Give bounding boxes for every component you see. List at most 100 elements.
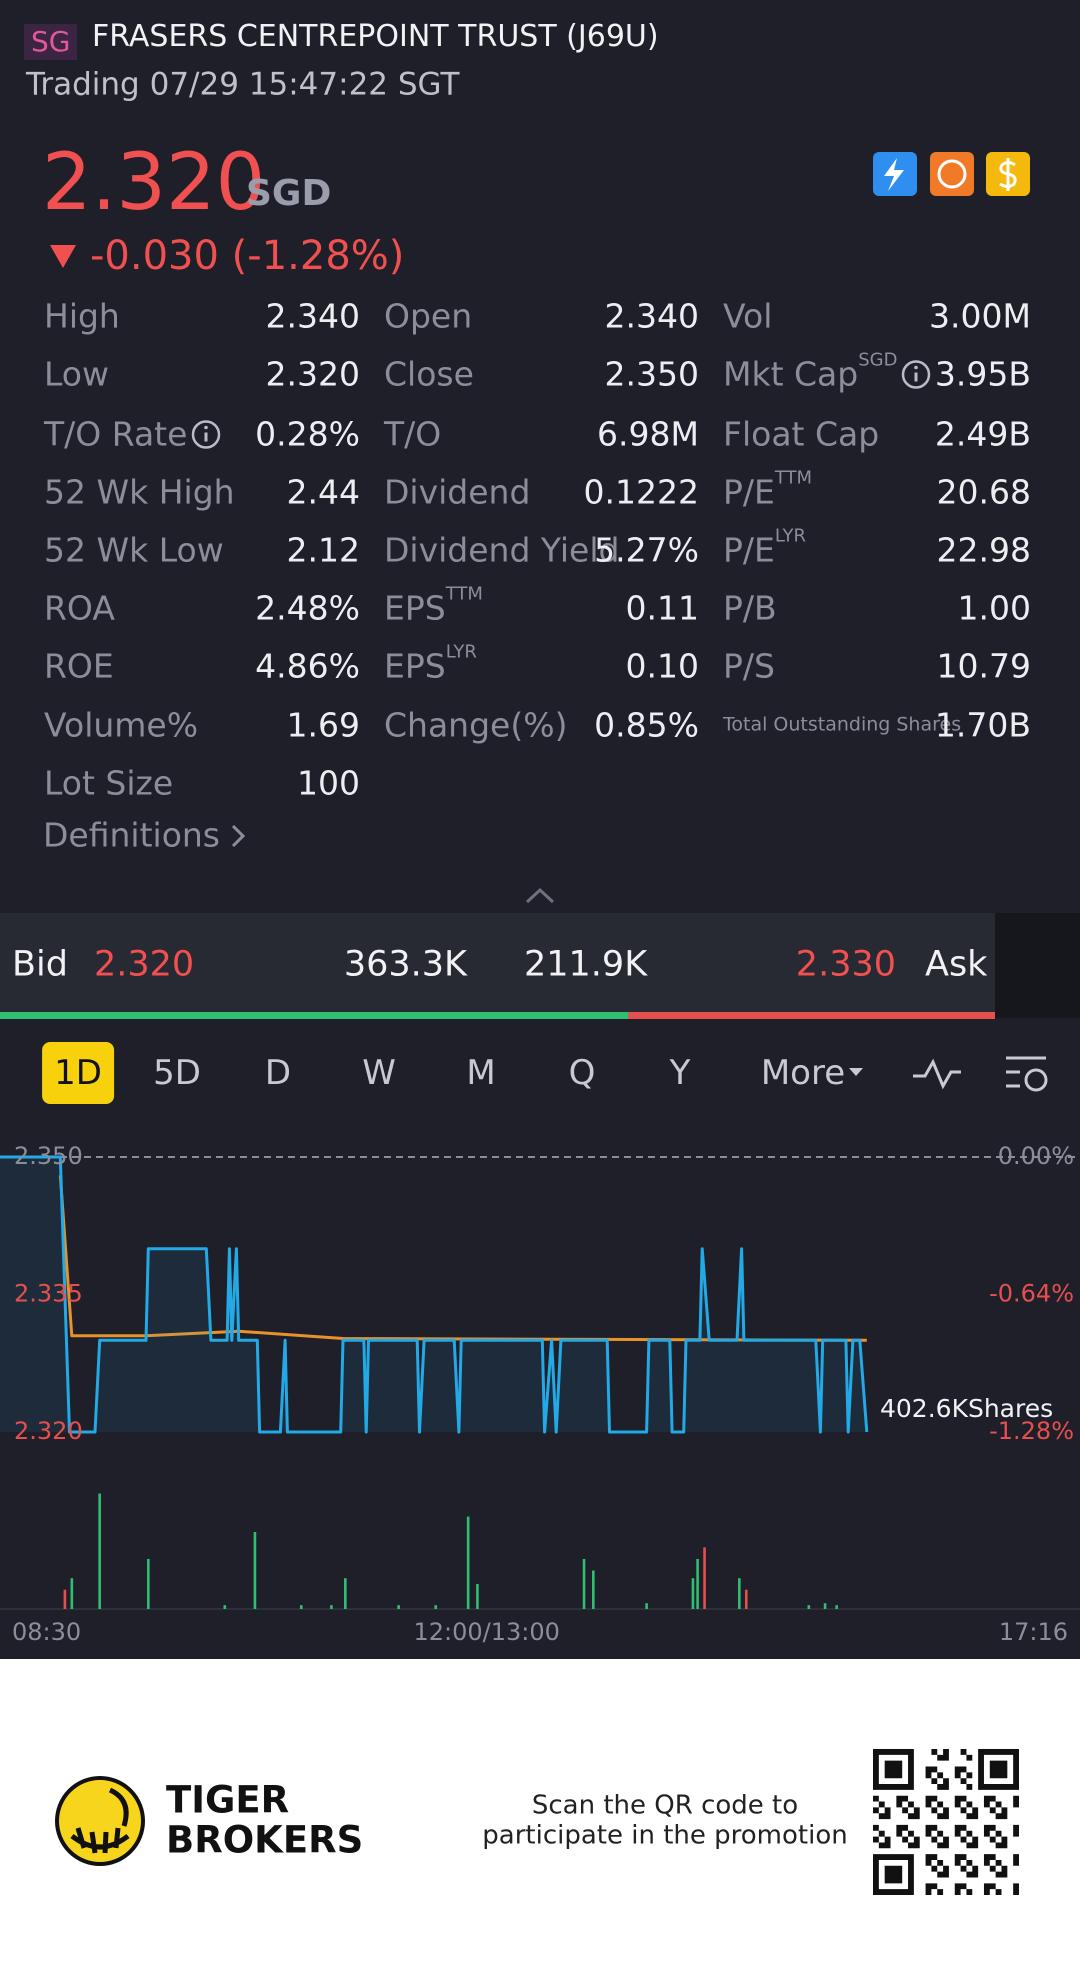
timeframe-tab[interactable]: M xyxy=(466,1053,496,1093)
tiger-logo xyxy=(55,1776,145,1866)
stat-label: P/E xyxy=(723,472,775,512)
info-circle xyxy=(902,359,931,389)
order-book xyxy=(0,913,995,1018)
volume-bar xyxy=(223,1605,227,1609)
stat-value: 2.49B xyxy=(934,414,1031,454)
y2-tick-label: -0.64% xyxy=(989,1280,1074,1308)
timeframe-tab[interactable]: More xyxy=(760,1053,846,1093)
volume-bar xyxy=(330,1605,333,1609)
volume-bar xyxy=(696,1558,699,1609)
info-dot xyxy=(914,365,919,369)
logo-stripes xyxy=(70,1787,130,1854)
stat-label: EPS xyxy=(384,588,446,628)
stat-label-group: 52 Wk High xyxy=(44,476,235,509)
collapse-chevron[interactable] xyxy=(525,887,555,904)
stat-label: Open xyxy=(384,296,473,336)
volume-bar xyxy=(253,1532,257,1609)
x-tick-label: 08:30 xyxy=(12,1618,81,1646)
stat-label: P/E xyxy=(723,530,775,570)
stat-label: T/O xyxy=(384,414,442,454)
stat-label: Dividend Yield xyxy=(384,530,620,570)
ask-ratio-bar xyxy=(628,1012,995,1019)
volume-bar xyxy=(645,1603,648,1609)
info-icon[interactable] xyxy=(187,418,223,450)
timeframe-tab[interactable]: Y xyxy=(669,1053,691,1093)
definitions-link[interactable]: Definitions xyxy=(43,815,220,855)
ask-volume: 211.9K xyxy=(524,944,648,985)
chart-tools xyxy=(913,1056,1048,1092)
stat-label-group: Change(%) xyxy=(384,709,567,742)
stat-label: Lot Size xyxy=(44,763,174,803)
stat-label-group: Total Outstanding Shares xyxy=(723,713,962,736)
chart-icon[interactable] xyxy=(930,152,974,196)
volume-bar xyxy=(703,1547,706,1609)
price-area xyxy=(0,1157,867,1432)
stat-label-group: Close xyxy=(384,358,474,391)
stat-label: 52 Wk Low xyxy=(44,530,224,570)
volume-bar xyxy=(691,1578,695,1609)
settings-icon[interactable] xyxy=(1024,1068,1048,1092)
volume-bar xyxy=(592,1570,595,1609)
stat-value: 100 xyxy=(297,763,360,803)
stat-label-group: EPS TTM xyxy=(384,585,483,628)
volume-bar xyxy=(397,1605,400,1609)
x-tick-label: 17:16 xyxy=(999,1618,1068,1646)
volume-bar xyxy=(434,1605,438,1609)
order-book-side xyxy=(995,913,1080,1018)
stat-label: T/O Rate xyxy=(44,414,188,454)
stat-value: 2.44 xyxy=(286,472,360,512)
stat-label: P/S xyxy=(723,646,775,686)
stat-label: EPS xyxy=(384,646,446,686)
stat-label: Low xyxy=(44,354,109,394)
stat-label-group: Float Cap xyxy=(723,418,879,451)
promo-text: Scan the QR code to xyxy=(532,1791,798,1821)
stat-label-group: Dividend Yield xyxy=(384,534,619,567)
chevrons xyxy=(231,824,555,904)
stat-label-group: High xyxy=(44,300,120,333)
volume-bar xyxy=(744,1589,748,1609)
stat-label-sup: TTM xyxy=(774,467,813,488)
info-circle xyxy=(192,419,221,449)
volume-bar xyxy=(807,1605,811,1609)
market-badge: SG xyxy=(24,24,78,60)
settings-lines[interactable] xyxy=(1006,1056,1046,1088)
timeframe-tab[interactable]: Q xyxy=(568,1053,596,1093)
stat-label: ROE xyxy=(44,646,114,686)
y2-tick-label: 0.00% xyxy=(998,1142,1074,1170)
stat-value: 0.28% xyxy=(255,414,360,454)
timeframe-tab[interactable]: D xyxy=(264,1053,292,1093)
stat-label-group: EPS LYR xyxy=(384,643,477,686)
volume-bar xyxy=(98,1493,101,1609)
price-change: -0.030 (-1.28%) xyxy=(90,233,405,279)
timeframe-tab[interactable]: W xyxy=(362,1053,396,1093)
stat-label-group: Dividend xyxy=(384,476,530,509)
y-tick-label: 2.350 xyxy=(14,1142,83,1170)
indicator-icon[interactable] xyxy=(913,1058,961,1090)
logo-circle xyxy=(55,1776,145,1866)
stat-label-group: Open xyxy=(384,300,472,333)
flash-glyph xyxy=(884,158,904,191)
stat-value: 5.27% xyxy=(594,530,699,570)
x-tick-label: 12:00/13:00 xyxy=(413,1618,559,1646)
volume-bar xyxy=(299,1605,303,1609)
stat-value: 0.11 xyxy=(625,588,699,628)
ask-label: Ask xyxy=(925,944,988,985)
stat-value: 22.98 xyxy=(936,530,1031,570)
bid-price: 2.320 xyxy=(94,944,195,985)
stat-label: Total Outstanding Shares xyxy=(723,713,962,736)
brand-name: TIGER xyxy=(166,1779,289,1822)
brand-name: BROKERS xyxy=(166,1819,363,1862)
info-icon[interactable] xyxy=(897,358,933,390)
volume-bar xyxy=(147,1558,150,1609)
timeframe-tab[interactable]: 5D xyxy=(153,1053,201,1093)
footer xyxy=(0,1659,1080,1984)
timeframe-tab[interactable]: 1D xyxy=(42,1042,114,1104)
stat-label-sup: SGD xyxy=(858,349,898,370)
bid-ratio-bar xyxy=(0,1012,629,1019)
stat-value: 3.95B xyxy=(934,354,1031,394)
stat-label: Volume% xyxy=(44,705,199,745)
bid-volume: 363.3K xyxy=(343,944,467,985)
stat-label-group: Volume% xyxy=(44,709,198,742)
